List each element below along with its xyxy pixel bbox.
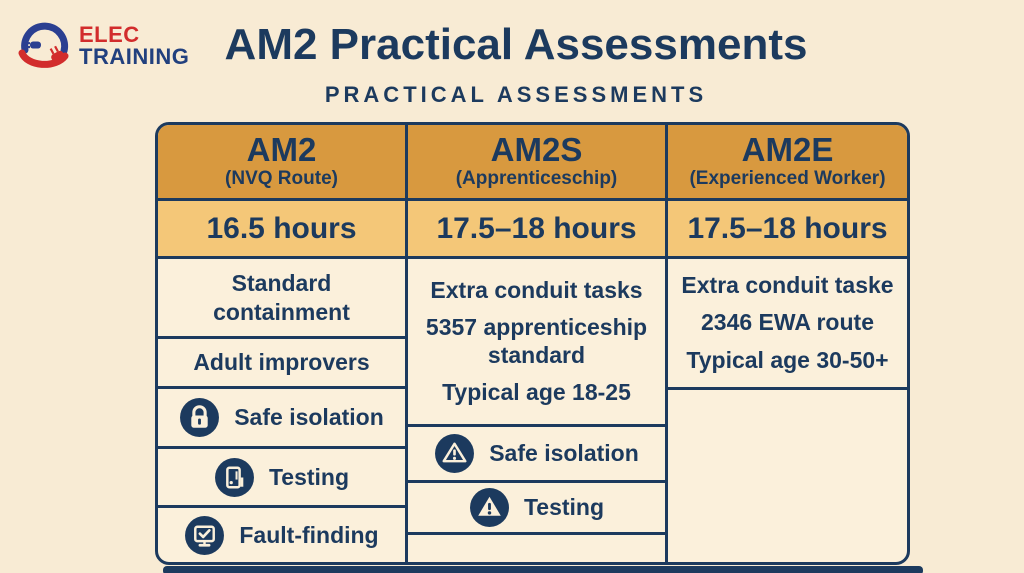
table-cell: Extra conduit tasks 5357 apprenticeship … [408,259,665,427]
cell-line: 2346 EWA route [701,309,874,336]
empty-cell [668,390,907,562]
empty-cell [408,535,665,562]
column-route: (Experienced Worker) [689,168,886,190]
page-title: AM2 Practical Assessments [224,20,808,69]
column-code: AM2 [246,130,317,168]
cell-line: Extra conduit tasks [430,277,643,304]
column-code: AM2E [741,130,834,168]
cell-line: 5357 apprenticeship standard [425,314,648,368]
logo-elec-label: ELEC [79,21,140,47]
meter-icon [214,457,254,497]
header-cell-am2s: AM2S (Apprenticeschip) [408,125,665,201]
header-cell-am2: AM2 (NVQ Route) [158,125,405,201]
cell-text: Safe isolation [489,440,639,467]
column-am2: AM2 (NVQ Route) 16.5 hours Standard cont… [158,125,408,562]
table-shadow [163,566,923,573]
warning-outline-icon [435,434,475,473]
warning-filled-icon [469,488,509,527]
logo-text: ELEC TRAINING [79,21,190,69]
column-am2e: AM2E (Experienced Worker) 17.5–18 hours … [668,125,907,562]
cell-line: Extra conduit taske [681,272,894,299]
column-route: (NVQ Route) [225,168,338,190]
header-cell-am2e: AM2E (Experienced Worker) [668,125,907,201]
table-cell: Testing [158,449,405,508]
hours-cell: 16.5 hours [158,201,405,259]
cell-text: Standard containment [213,270,350,325]
column-route: (Apprenticeschip) [455,168,618,190]
cell-line: Typical age 18-25 [442,378,631,405]
hours-cell: 17.5–18 hours [668,201,907,259]
table-cell: Adult improvers [158,339,405,389]
table-cell: Extra conduit taske 2346 EWA route Typic… [668,259,907,390]
table-cell: Safe isolation [408,427,665,483]
monitor-check-icon [185,515,225,555]
page-subtitle: PRACTICAL ASSESSMENTS [324,82,708,107]
table-cell: Safe isolation [158,389,405,449]
cell-text: Adult improvers [193,349,370,376]
cell-text: Testing [268,463,350,490]
table-cell: Standard containment [158,259,405,339]
column-am2s: AM2S (Apprenticeschip) 17.5–18 hours Ext… [408,125,668,562]
logo: ELEC TRAINING [14,16,189,76]
plug-circle-logo-icon [18,22,69,68]
lock-icon [180,398,220,437]
cell-text: Testing [523,494,605,521]
cell-line: Typical age 30-50+ [686,346,889,373]
table-cell: Testing [408,483,665,535]
table-cell: Fault-finding [158,508,405,562]
cell-text: Safe isolation [234,404,384,431]
hours-cell: 17.5–18 hours [408,201,665,259]
assessment-comparison-table: AM2 (NVQ Route) 16.5 hours Standard cont… [155,122,910,565]
logo-training-label: TRAINING [79,44,190,69]
cell-text: Fault-finding [239,521,379,548]
column-code: AM2S [490,130,583,168]
